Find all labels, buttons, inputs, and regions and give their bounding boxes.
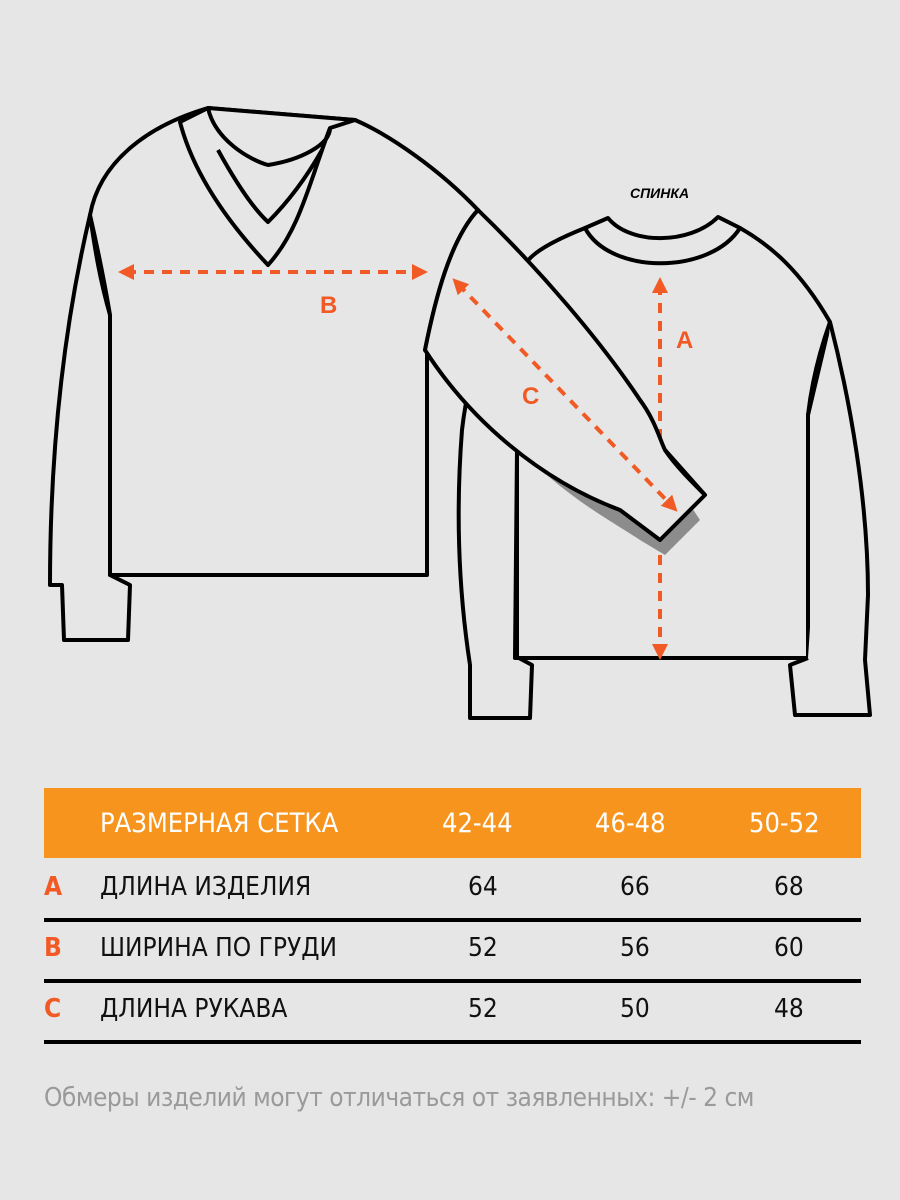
cell-value: 66 bbox=[620, 872, 650, 902]
table-row: A ДЛИНА ИЗДЕЛИЯ 64 66 68 bbox=[44, 860, 861, 922]
table-row: B ШИРИНА ПО ГРУДИ 52 56 60 bbox=[44, 921, 861, 983]
sweater-illustration: СПИНКА A B C bbox=[48, 106, 872, 720]
cell-value: 52 bbox=[468, 994, 498, 1024]
marker-c: C bbox=[522, 383, 539, 410]
cell-value: 52 bbox=[468, 933, 498, 963]
cell-value: 50 bbox=[620, 994, 650, 1024]
row-name: ДЛИНА ИЗДЕЛИЯ bbox=[100, 872, 312, 902]
back-label: СПИНКА bbox=[630, 185, 689, 201]
cell-value: 48 bbox=[774, 994, 804, 1024]
row-name: ДЛИНА РУКАВА bbox=[100, 994, 288, 1024]
table-title: РАЗМЕРНАЯ СЕТКА bbox=[100, 808, 339, 839]
row-letter: B bbox=[44, 933, 62, 963]
cell-value: 68 bbox=[774, 872, 804, 902]
size-header: 46-48 bbox=[595, 808, 666, 839]
sleeve-shadow bbox=[470, 400, 700, 555]
size-header: 42-44 bbox=[442, 808, 513, 839]
cell-value: 64 bbox=[468, 872, 498, 902]
row-name: ШИРИНА ПО ГРУДИ bbox=[100, 933, 337, 963]
cell-value: 60 bbox=[774, 933, 804, 963]
cell-value: 56 bbox=[620, 933, 650, 963]
table-row: C ДЛИНА РУКАВА 52 50 48 bbox=[44, 982, 861, 1044]
marker-b: B bbox=[320, 292, 337, 319]
size-header: 50-52 bbox=[749, 808, 820, 839]
size-table-header: РАЗМЕРНАЯ СЕТКА 42-44 46-48 50-52 bbox=[44, 788, 861, 858]
arrow-c bbox=[452, 278, 678, 512]
measurement-note: Обмеры изделий могут отличаться от заявл… bbox=[44, 1083, 754, 1113]
row-letter: C bbox=[44, 994, 62, 1024]
marker-a: A bbox=[676, 327, 693, 354]
row-letter: A bbox=[44, 872, 63, 902]
